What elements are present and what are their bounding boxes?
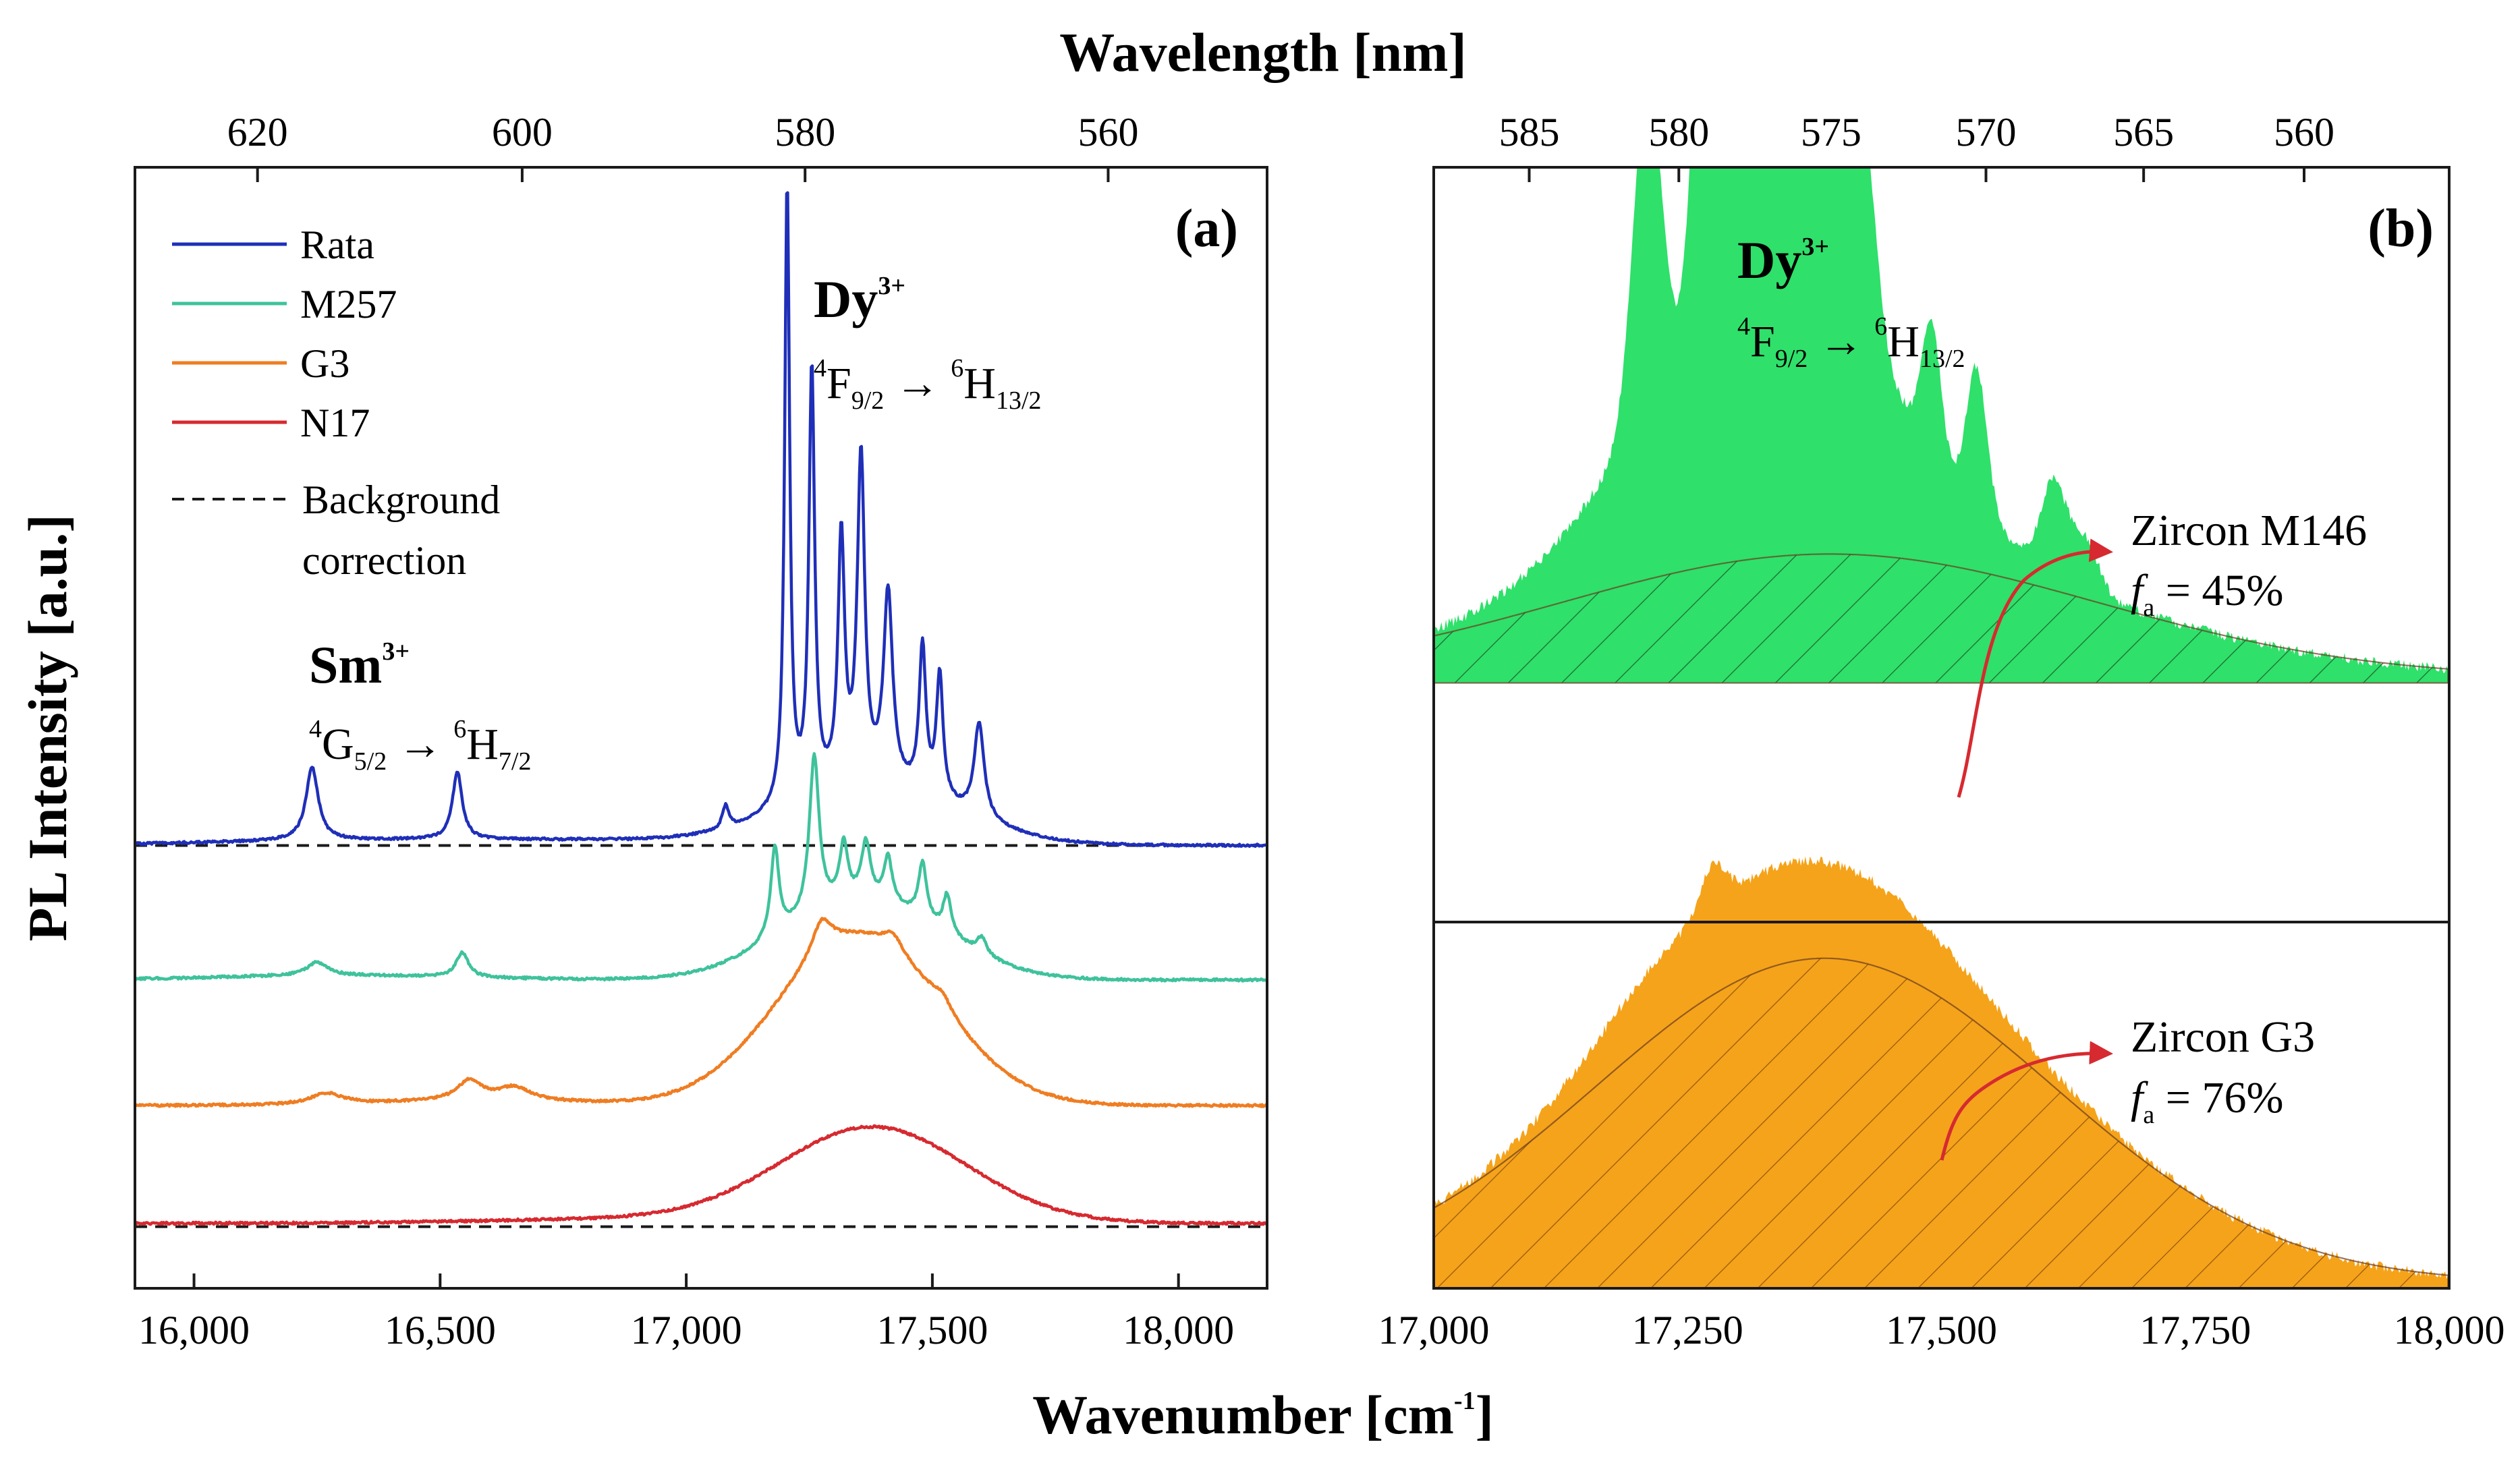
x2-tick-label: 560 bbox=[2274, 110, 2334, 154]
x2-tick-label: 570 bbox=[1956, 110, 2017, 154]
x-tick-label: 17,000 bbox=[631, 1308, 742, 1352]
background-area-m146 bbox=[1434, 553, 2449, 684]
label-fa-m146: fa = 45% bbox=[2131, 566, 2283, 622]
panel-b-bottom-ticks: 17,000 17,250 17,500 17,750 18,000 bbox=[1378, 1273, 2505, 1352]
x-tick-label: 17,250 bbox=[1632, 1308, 1743, 1352]
annotation-dy-a-ion: Dy3+ bbox=[814, 270, 905, 328]
panel-a-frame bbox=[134, 166, 1268, 1290]
x-tick-label: 17,000 bbox=[1378, 1308, 1490, 1352]
panel-a-top-ticks: 620 600 580 560 bbox=[227, 110, 1138, 182]
spectrum-area-m146 bbox=[1434, 167, 2448, 683]
legend-label-n17: N17 bbox=[300, 401, 370, 445]
x2-tick-label: 600 bbox=[492, 110, 553, 154]
panel-b-label: (b) bbox=[2368, 199, 2434, 258]
x2-tick-label: 585 bbox=[1499, 110, 1559, 154]
annotation-sm-transition: 4G5/2 → 6H7/2 bbox=[309, 715, 531, 776]
x2-tick-label: 580 bbox=[1648, 110, 1709, 154]
x2-tick-label: 580 bbox=[775, 110, 835, 154]
background-area-g3 bbox=[1434, 957, 2449, 1288]
legend-label-m257: M257 bbox=[300, 282, 397, 326]
series-line-m257 bbox=[135, 752, 1267, 983]
panel-a-bottom-ticks: 16,000 16,500 17,000 17,500 18,000 bbox=[138, 1273, 1234, 1352]
y-axis-title: PL Intensity [a.u.] bbox=[17, 514, 78, 941]
annotation-dy-a-transition: 4F9/2 → 6H13/2 bbox=[814, 354, 1042, 415]
arrow-m146 bbox=[1957, 538, 2113, 798]
label-fa-g3: fa = 76% bbox=[2131, 1073, 2283, 1129]
annotation-dy-b-ion: Dy3+ bbox=[1737, 231, 1829, 289]
x-tick-label: 17,500 bbox=[1886, 1308, 1997, 1352]
legend-label-background-2: correction bbox=[302, 538, 466, 583]
series-line-rata bbox=[135, 191, 1267, 849]
label-zircon-g3: Zircon G3 bbox=[2131, 1012, 2315, 1062]
panel-a-legend: Rata M257 G3 N17 Background correction bbox=[172, 223, 500, 583]
panel-a-background-lines bbox=[135, 844, 1267, 1228]
x-tick-label: 18,000 bbox=[2394, 1308, 2505, 1352]
panel-a-series bbox=[135, 191, 1267, 1226]
x2-tick-label: 565 bbox=[2113, 110, 2174, 154]
legend-label-rata: Rata bbox=[300, 223, 374, 267]
series-line-g3 bbox=[135, 917, 1267, 1108]
x-tick-label: 17,750 bbox=[2139, 1308, 2251, 1352]
panel-a-label: (a) bbox=[1175, 199, 1238, 258]
arrow-g3 bbox=[1940, 1041, 2113, 1161]
panel-a: 16,000 16,500 17,000 17,500 18,000 620 600 580… bbox=[134, 110, 1268, 1352]
panel-b-series bbox=[1434, 167, 2449, 1288]
annotation-dy-b: Dy3+ 4F9/2 → 6H13/2 bbox=[1737, 231, 1965, 373]
label-zircon-m146: Zircon M146 bbox=[2131, 506, 2367, 555]
x2-tick-label: 620 bbox=[227, 110, 288, 154]
x-tick-label: 16,500 bbox=[385, 1308, 496, 1352]
annotation-dy-b-transition: 4F9/2 → 6H13/2 bbox=[1737, 312, 1965, 373]
bottom-axis-title: Wavenumber [cm-1] bbox=[1032, 1384, 1494, 1445]
x-tick-label: 16,000 bbox=[138, 1308, 250, 1352]
top-axis-title: Wavelength [nm] bbox=[1059, 22, 1467, 83]
annotation-sm-ion: Sm3+ bbox=[309, 635, 410, 694]
x-tick-label: 18,000 bbox=[1123, 1308, 1234, 1352]
legend-label-g3: G3 bbox=[300, 341, 349, 386]
x-tick-label: 17,500 bbox=[876, 1308, 988, 1352]
panel-b: 17,000 17,250 17,500 17,750 18,000 585 580 575… bbox=[1378, 110, 2505, 1352]
series-line-n17 bbox=[135, 1124, 1267, 1226]
panel-b-top-ticks: 585 580 575 570 565 560 bbox=[1499, 110, 2334, 182]
panel-b-frame bbox=[1432, 166, 2451, 1290]
x2-tick-label: 575 bbox=[1801, 110, 1861, 154]
legend-label-background-1: Background bbox=[302, 478, 500, 522]
annotation-sm: Sm3+ 4G5/2 → 6H7/2 bbox=[309, 635, 531, 776]
annotation-dy-a: Dy3+ 4F9/2 → 6H13/2 bbox=[814, 270, 1042, 415]
x2-tick-label: 560 bbox=[1077, 110, 1138, 154]
